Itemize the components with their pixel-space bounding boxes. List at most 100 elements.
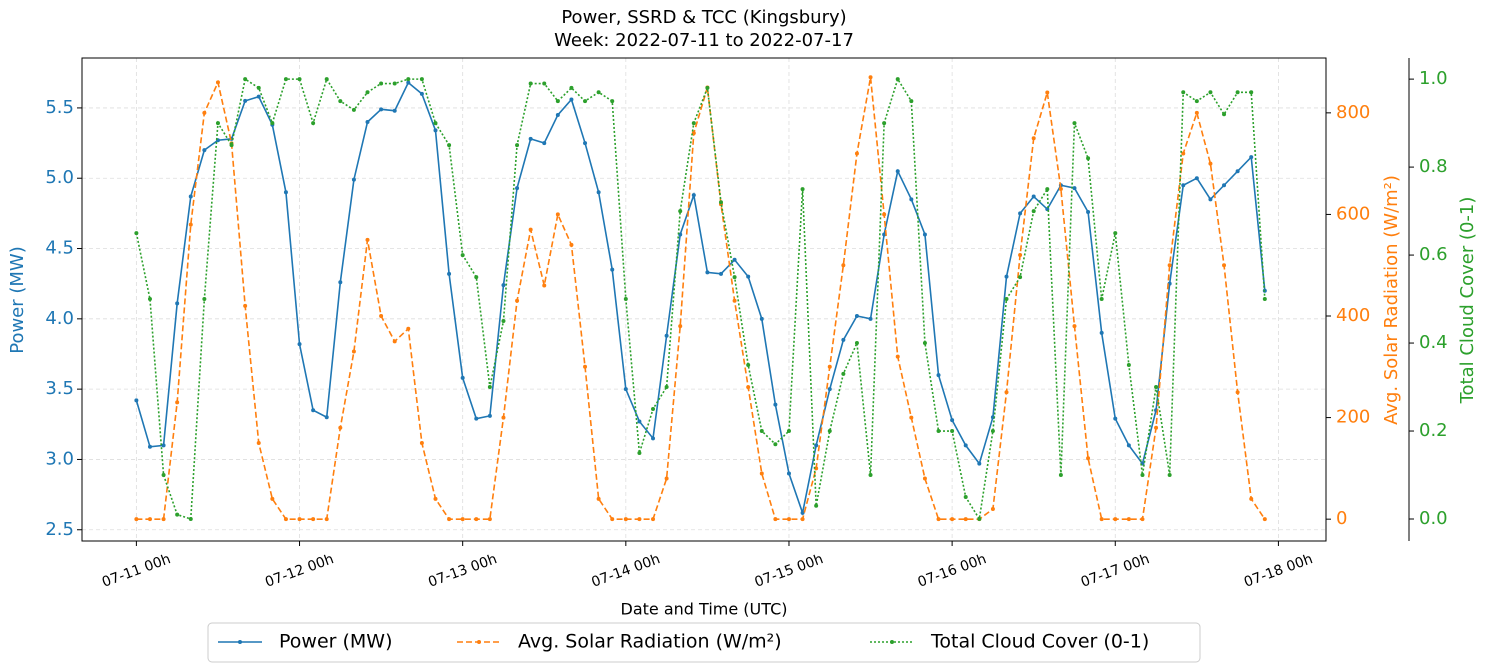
data-point (392, 108, 397, 113)
data-point (950, 418, 955, 423)
data-point (1031, 136, 1036, 141)
data-point (637, 451, 642, 456)
data-point (433, 496, 438, 501)
data-point (596, 90, 601, 95)
data-point (773, 442, 778, 447)
data-point (759, 471, 764, 476)
x-tick-label: 07-12 00h (263, 551, 336, 591)
data-point (854, 151, 859, 156)
data-point (311, 517, 316, 522)
data-point (1167, 263, 1172, 268)
data-point (460, 517, 465, 522)
data-point (1072, 186, 1077, 191)
data-point (1181, 90, 1186, 95)
y-tick-label: 5.0 (45, 167, 74, 188)
legend-label: Avg. Solar Radiation (W/m²) (518, 631, 782, 653)
data-point (882, 121, 887, 126)
data-point (1154, 425, 1159, 430)
data-point (1222, 263, 1227, 268)
data-point (297, 517, 302, 522)
data-point (419, 77, 424, 82)
data-point (664, 333, 669, 338)
data-point (515, 186, 520, 191)
data-point (270, 121, 275, 126)
y-tick-label: 3.0 (45, 448, 74, 469)
data-point (202, 148, 207, 153)
data-point (338, 280, 343, 285)
data-point (1072, 324, 1077, 329)
data-point (542, 283, 547, 288)
data-point (501, 415, 506, 420)
data-point (202, 110, 207, 115)
x-tick-label: 07-17 00h (1079, 551, 1152, 591)
data-point (1249, 90, 1254, 95)
y3-tick-label: 0.2 (1419, 420, 1448, 441)
data-point (1099, 330, 1104, 335)
data-point (1099, 517, 1104, 522)
data-point (1004, 390, 1009, 395)
data-point (1004, 297, 1009, 302)
data-point (270, 496, 275, 501)
data-point (1018, 253, 1023, 258)
data-point (447, 271, 452, 276)
data-point (406, 77, 411, 82)
data-point (868, 316, 873, 321)
data-point (433, 128, 438, 133)
data-point (528, 81, 533, 86)
data-point (841, 263, 846, 268)
data-point (569, 97, 574, 102)
data-point (827, 364, 832, 369)
data-point (1099, 297, 1104, 302)
data-point (963, 517, 968, 522)
data-point (800, 517, 805, 522)
series-line (135, 81, 1266, 516)
data-point (188, 194, 193, 199)
data-point (555, 99, 560, 104)
data-point (1113, 416, 1118, 421)
data-point (297, 342, 302, 347)
x-tick-label: 07-11 00h (100, 551, 173, 591)
data-point (419, 440, 424, 445)
data-point (1208, 197, 1213, 202)
data-point (161, 473, 166, 478)
data-point (1113, 231, 1118, 236)
legend-marker (238, 640, 242, 644)
data-point (1167, 473, 1172, 478)
data-point (882, 232, 887, 237)
data-point (528, 136, 533, 141)
data-point (555, 212, 560, 217)
data-point (433, 121, 438, 126)
y-tick-label: 2.5 (45, 519, 74, 540)
data-point (351, 107, 356, 112)
data-point (1235, 90, 1240, 95)
data-point (814, 503, 819, 508)
data-point (950, 517, 955, 522)
data-point (460, 375, 465, 380)
data-point (365, 119, 370, 124)
data-point (161, 443, 166, 448)
data-point (1222, 112, 1227, 117)
data-point (283, 190, 288, 195)
data-point (1018, 275, 1023, 280)
plot-frame (81, 57, 1327, 542)
data-point (474, 275, 479, 280)
data-point (773, 402, 778, 407)
data-point (1126, 363, 1131, 368)
data-point (718, 200, 723, 205)
data-point (678, 324, 683, 329)
data-point (705, 85, 710, 90)
data-point (909, 197, 914, 202)
data-point (1194, 176, 1199, 181)
data-point (1208, 90, 1213, 95)
data-point (1262, 517, 1267, 522)
data-point (773, 517, 778, 522)
data-point (243, 98, 248, 103)
data-point (936, 373, 941, 378)
data-point (147, 297, 152, 302)
y-tick-label: 3.5 (45, 378, 74, 399)
legend-label: Power (MW) (279, 631, 393, 653)
data-point (1086, 156, 1091, 161)
data-point (474, 416, 479, 421)
y3-tick-label: 0.8 (1419, 156, 1448, 177)
